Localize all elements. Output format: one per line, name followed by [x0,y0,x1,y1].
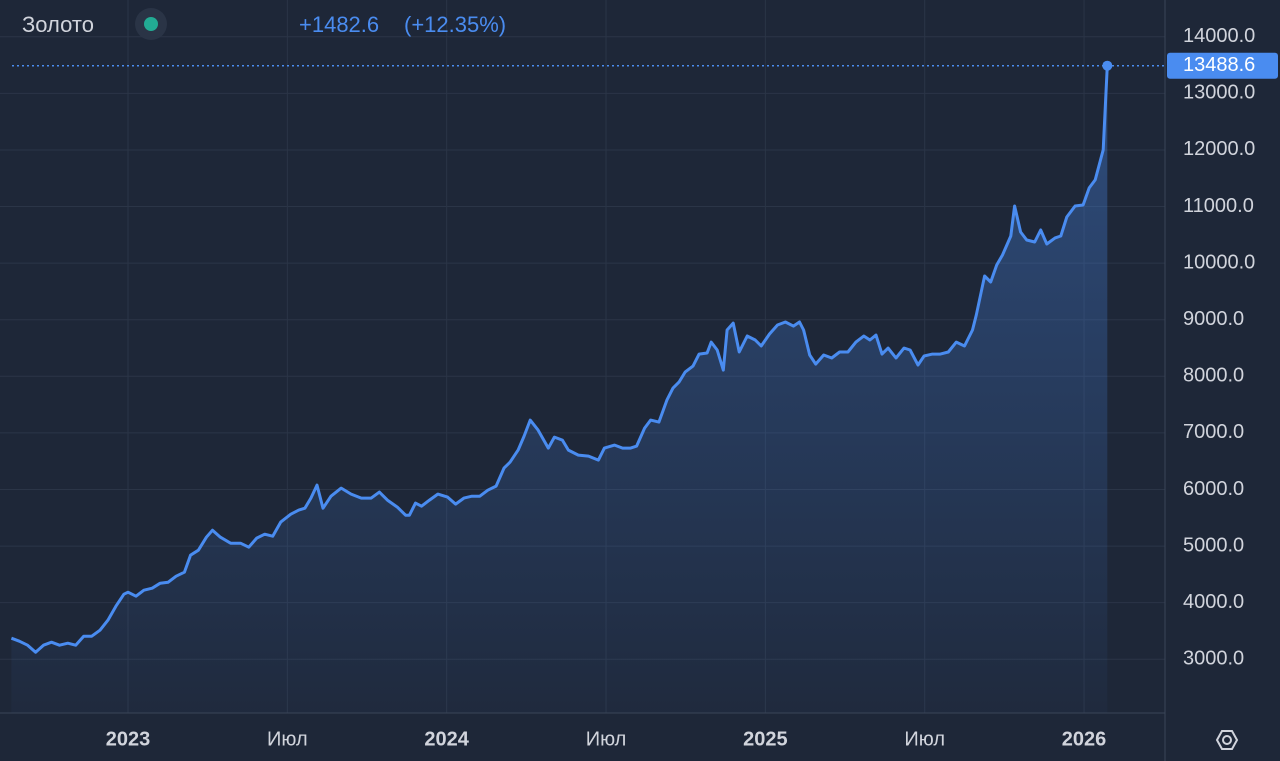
area [11,65,1108,713]
status-dot [144,17,158,31]
y-tick-label: 14000.0 [1183,25,1255,47]
x-tick-label: 2025 [743,728,788,750]
x-tick-label: Июл [904,728,945,750]
price-change: +1482.6 [299,12,379,37]
x-tick-label: 2026 [1062,728,1107,750]
settings-icon[interactable] [1215,730,1239,750]
last-price-box [1167,52,1278,79]
y-tick-label: 4000.0 [1183,591,1244,613]
y-tick-label: 10000.0 [1183,251,1255,273]
y-tick-label: 11000.0 [1183,195,1254,217]
last-point [1102,60,1113,71]
y-tick-label: 3000.0 [1183,648,1244,670]
y-tick-label: 13000.0 [1183,82,1255,104]
y-tick-label: 5000.0 [1183,534,1244,556]
y-tick-label: 7000.0 [1183,421,1244,443]
price-change-pct: (+12.35%) [404,12,506,37]
instrument-name: Золото [22,12,94,37]
settings-icon-center[interactable] [1222,735,1232,745]
x-tick-label: 2023 [106,728,151,750]
line [10,65,1109,654]
y-tick-label: 12000.0 [1183,138,1255,160]
x-tick-label: 2024 [424,728,469,750]
x-tick-label: Июл [586,728,627,750]
y-tick-label: 6000.0 [1183,478,1244,500]
settings-button[interactable] [1215,730,1239,750]
y-tick-label: 9000.0 [1183,308,1244,330]
x-tick-label: Июл [267,728,308,750]
plot [10,60,1165,713]
last-price-label: 13488.6 [1183,54,1255,76]
y-tick-label: 8000.0 [1183,365,1244,387]
